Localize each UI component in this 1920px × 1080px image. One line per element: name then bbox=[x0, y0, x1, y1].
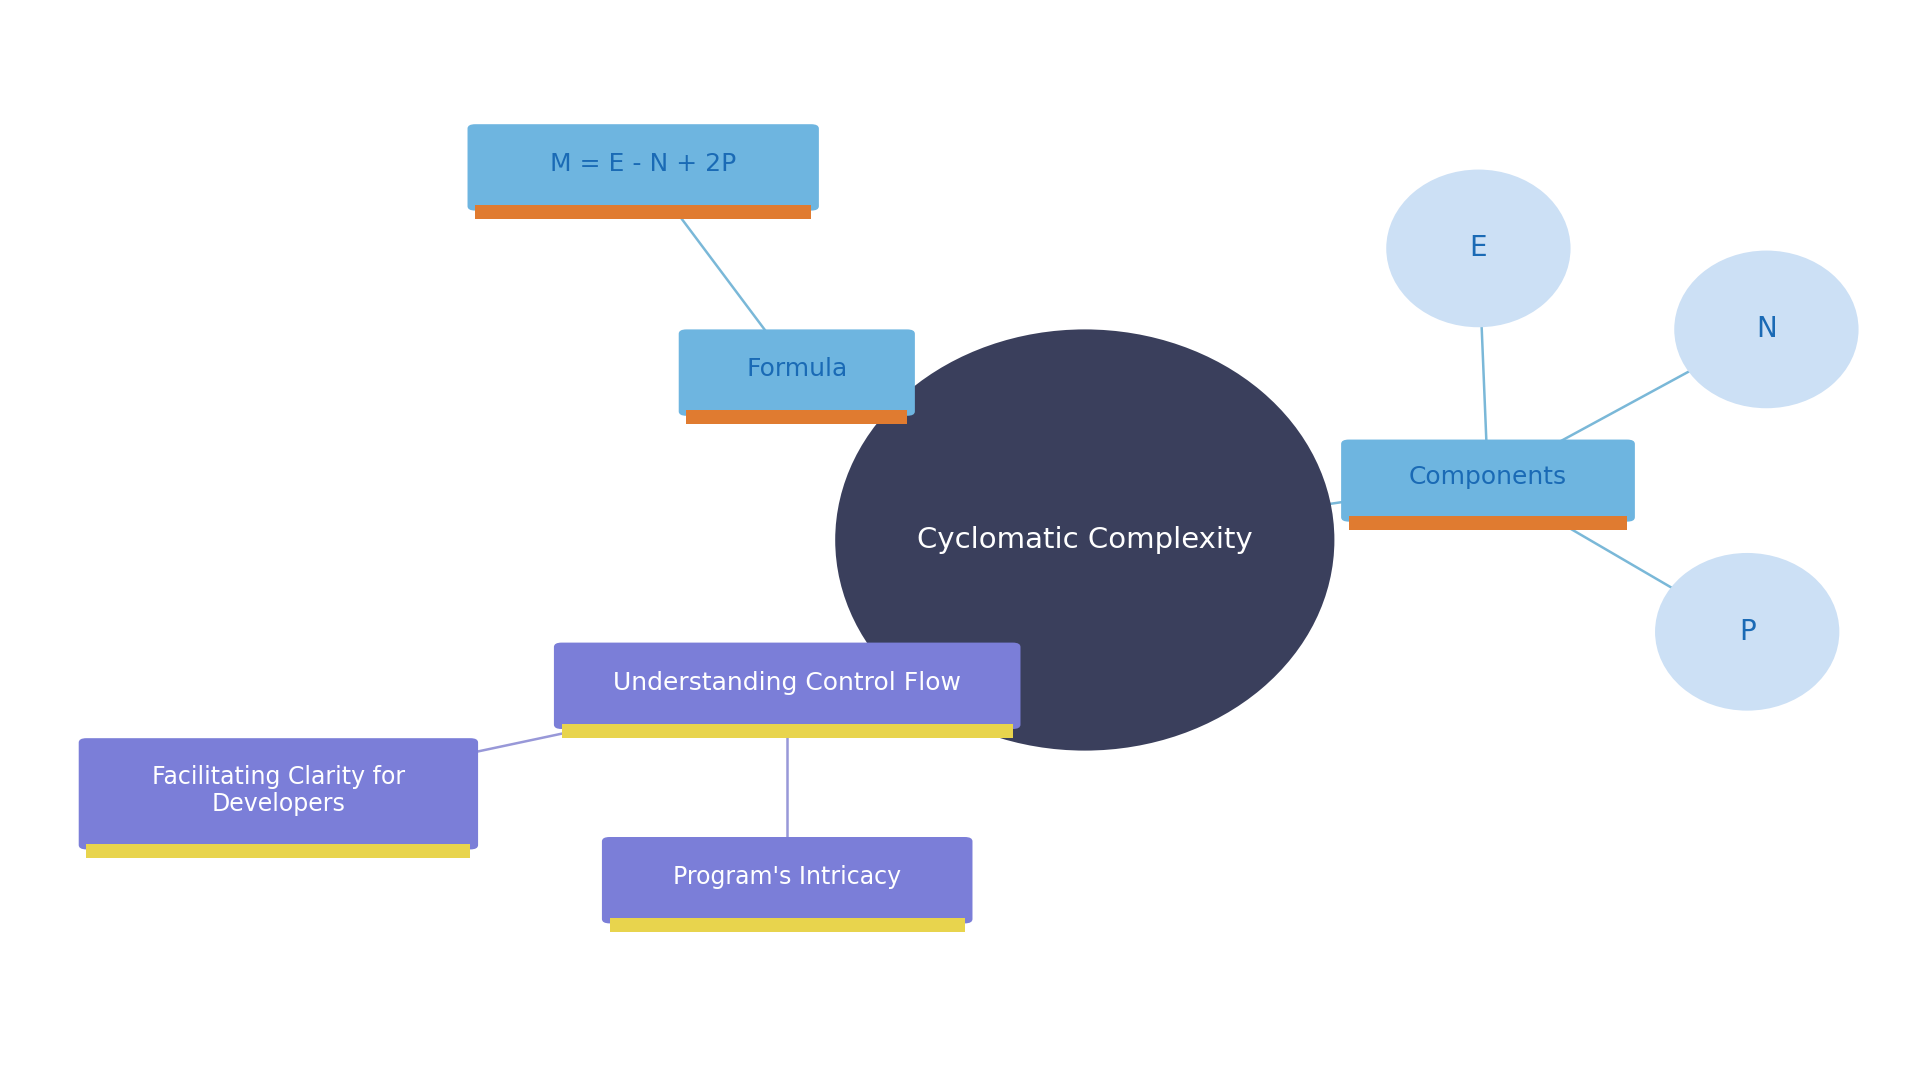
FancyBboxPatch shape bbox=[687, 410, 906, 424]
FancyBboxPatch shape bbox=[79, 739, 478, 849]
FancyBboxPatch shape bbox=[611, 918, 964, 932]
Text: Facilitating Clarity for
Developers: Facilitating Clarity for Developers bbox=[152, 765, 405, 816]
Text: P: P bbox=[1740, 618, 1755, 646]
Text: Components: Components bbox=[1409, 465, 1567, 489]
Text: Formula: Formula bbox=[747, 357, 847, 381]
Text: M = E - N + 2P: M = E - N + 2P bbox=[549, 152, 737, 176]
FancyBboxPatch shape bbox=[603, 837, 972, 923]
FancyBboxPatch shape bbox=[553, 643, 1021, 729]
FancyBboxPatch shape bbox=[678, 329, 914, 416]
Ellipse shape bbox=[835, 329, 1334, 751]
FancyBboxPatch shape bbox=[561, 724, 1014, 738]
FancyBboxPatch shape bbox=[86, 845, 470, 858]
Text: E: E bbox=[1469, 234, 1488, 262]
Text: Understanding Control Flow: Understanding Control Flow bbox=[612, 671, 962, 694]
Text: N: N bbox=[1757, 315, 1776, 343]
FancyBboxPatch shape bbox=[468, 124, 818, 211]
Text: Cyclomatic Complexity: Cyclomatic Complexity bbox=[918, 526, 1252, 554]
Text: Program's Intricacy: Program's Intricacy bbox=[674, 865, 900, 889]
FancyBboxPatch shape bbox=[1348, 516, 1628, 530]
FancyBboxPatch shape bbox=[1340, 440, 1636, 522]
FancyBboxPatch shape bbox=[476, 205, 810, 219]
Ellipse shape bbox=[1386, 170, 1571, 327]
Ellipse shape bbox=[1655, 553, 1839, 711]
Ellipse shape bbox=[1674, 251, 1859, 408]
